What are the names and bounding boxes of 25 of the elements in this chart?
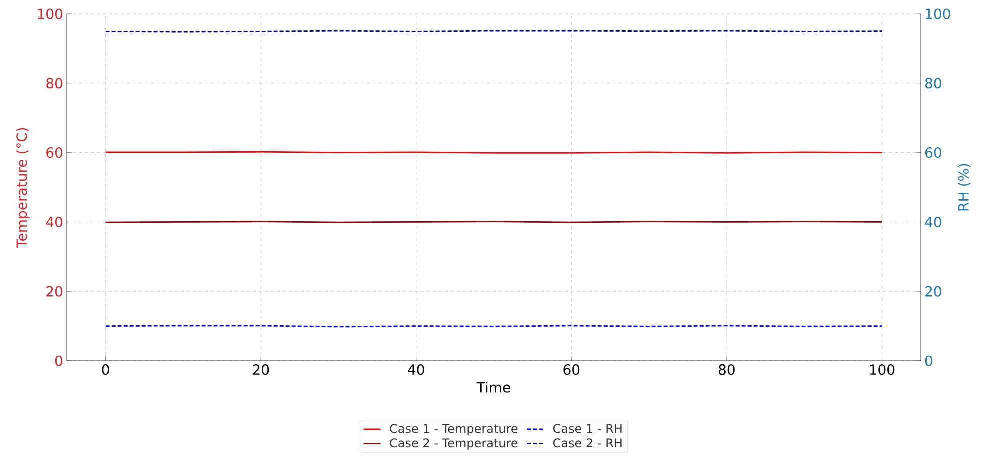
y2-tick-label: 20	[926, 286, 942, 297]
legend-label: Case 1 - Temperature	[390, 424, 518, 436]
y-tick-label: 40	[46, 216, 63, 228]
y-tick-label: 100	[38, 8, 63, 20]
x-tick-label: 60	[564, 364, 580, 376]
y2-tick-label: 60	[926, 147, 942, 158]
legend-label: Case 2 - Temperature	[390, 438, 518, 450]
y2-tick-label: 80	[926, 78, 942, 89]
y-axis-title: Temperature (°C)	[16, 128, 30, 248]
y2-tick-label: 40	[925, 216, 942, 228]
legend-label: Case 1 - RH	[553, 424, 622, 434]
y2-axis-title: RH (%)	[958, 164, 971, 211]
x-axis-title: Time	[476, 382, 510, 393]
y-tick-label: 80	[46, 78, 63, 89]
y-tick-label: 0	[55, 356, 63, 366]
x-tick-label: 0	[102, 364, 110, 376]
x-tick-label: 40	[408, 364, 424, 376]
legend-label: Case 2 - RH	[553, 438, 622, 448]
y2-tick-label: 0	[925, 356, 933, 366]
x-tick-label: 80	[718, 364, 735, 376]
x-tick-label: 100	[870, 364, 895, 376]
y-tick-label: 60	[46, 147, 63, 158]
x-tick-label: 20	[253, 364, 270, 376]
y2-tick-label: 100	[926, 8, 950, 20]
y-tick-label: 20	[46, 286, 63, 297]
